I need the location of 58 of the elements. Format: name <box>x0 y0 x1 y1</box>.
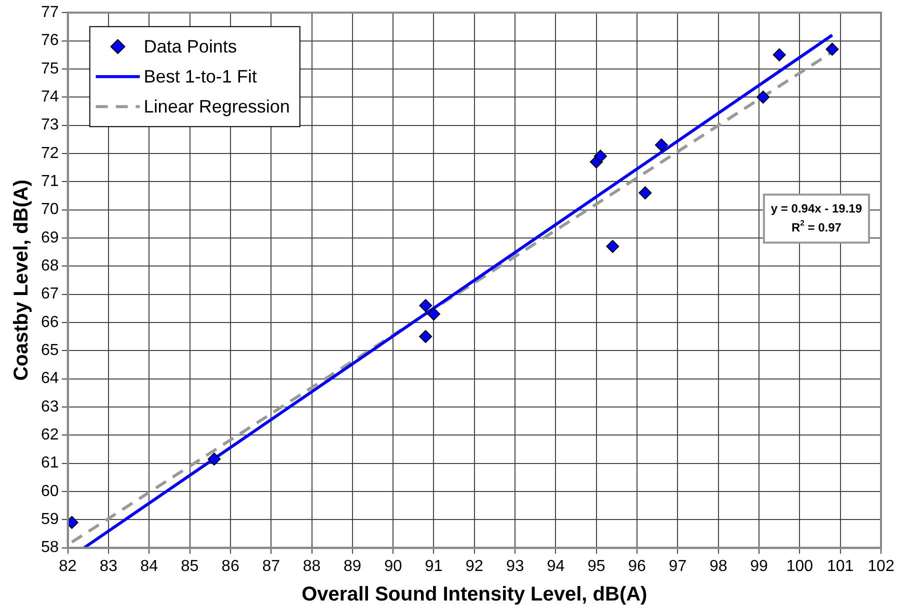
x-tick-label: 84 <box>140 558 158 575</box>
x-tick-label: 100 <box>786 558 814 575</box>
point <box>638 186 652 200</box>
y-tick-label: 66 <box>41 314 59 331</box>
point <box>208 452 221 466</box>
x-tick-label: 102 <box>868 558 894 575</box>
x-tick-label: 101 <box>826 558 854 575</box>
legend-label: Best 1-to-1 Fit <box>144 66 257 87</box>
x-tick-label: 87 <box>262 558 280 575</box>
y-tick-label: 61 <box>41 454 59 472</box>
y-tick-label: 59 <box>41 511 59 528</box>
y-tick-label: 75 <box>41 60 59 78</box>
point <box>826 42 839 56</box>
y-tick-label: 63 <box>41 398 59 416</box>
x-tick-label: 96 <box>628 558 646 575</box>
y-tick-label: 67 <box>41 286 59 303</box>
y-tick-label: 58 <box>41 539 59 556</box>
x-tick-label: 99 <box>750 558 768 575</box>
y-tick-label: 73 <box>41 116 59 134</box>
x-tick-label: 93 <box>506 558 524 575</box>
x-tick-label: 88 <box>302 558 321 575</box>
point <box>756 90 770 104</box>
point <box>606 240 620 253</box>
y-tick-label: 76 <box>41 32 59 50</box>
point <box>419 330 432 344</box>
y-tick-label: 64 <box>41 370 59 388</box>
x-axis-title: Overall Sound Intensity Level, dB(A) <box>302 584 648 606</box>
y-tick-label: 72 <box>41 144 59 162</box>
point <box>427 308 440 320</box>
y-tick-label: 62 <box>41 426 59 444</box>
x-tick-label: 98 <box>709 558 728 575</box>
point <box>594 150 607 163</box>
point <box>772 48 786 62</box>
x-tick-label: 97 <box>668 558 687 575</box>
x-tick-label: 92 <box>466 558 484 575</box>
y-tick-label: 60 <box>41 482 59 500</box>
x-tick-label: 85 <box>180 558 199 575</box>
y-axis-title: Coastby Level, dB(A) <box>10 180 33 381</box>
y-tick-label: 74 <box>41 88 59 106</box>
x-tick-label: 91 <box>424 558 443 575</box>
y-tick-label: 70 <box>41 201 59 218</box>
y-tick-label: 77 <box>41 4 59 22</box>
y-tick-label: 65 <box>41 342 59 360</box>
x-tick-label: 94 <box>546 558 565 575</box>
x-tick-label: 83 <box>100 558 118 575</box>
y-tick-label: 69 <box>41 229 59 246</box>
legend-label: Data Points <box>144 36 237 57</box>
annotation: y = 0.94x - 19.19 <box>770 201 862 216</box>
x-tick-label: 89 <box>344 558 362 575</box>
point <box>419 299 432 312</box>
x-tick-label: 86 <box>222 558 240 575</box>
y-tick-label: 71 <box>41 173 59 190</box>
point <box>654 138 668 152</box>
x-tick-label: 90 <box>384 558 402 575</box>
x-tick-label: 95 <box>587 558 606 575</box>
y-tick-label: 68 <box>41 258 59 275</box>
legend-label: Linear Regression <box>144 96 290 117</box>
x-tick-label: 82 <box>58 558 77 575</box>
